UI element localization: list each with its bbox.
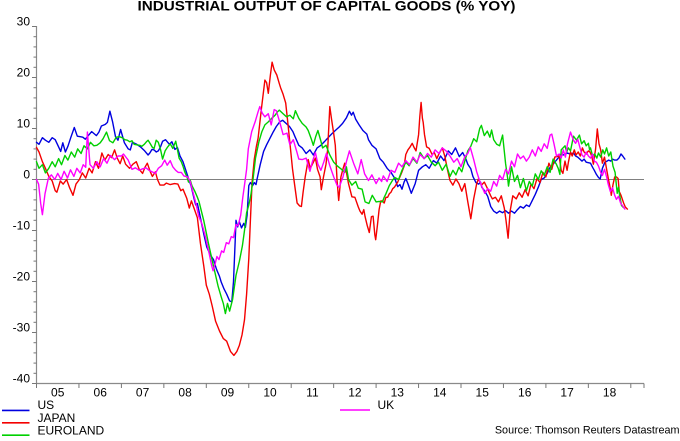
svg-text:17: 17: [560, 386, 574, 400]
svg-text:-10: -10: [13, 219, 31, 233]
svg-text:-40: -40: [13, 372, 31, 386]
svg-text:UK: UK: [378, 398, 395, 412]
svg-text:EUROLAND: EUROLAND: [38, 423, 105, 436]
svg-text:14: 14: [433, 386, 447, 400]
svg-text:15: 15: [476, 386, 490, 400]
svg-text:JAPAN: JAPAN: [38, 411, 76, 425]
svg-text:10: 10: [17, 117, 31, 131]
svg-text:13: 13: [391, 386, 405, 400]
svg-text:Source: Thomson Reuters Datast: Source: Thomson Reuters Datastream: [495, 425, 680, 437]
svg-text:10: 10: [263, 386, 277, 400]
svg-text:20: 20: [17, 66, 31, 80]
svg-text:11: 11: [306, 386, 319, 400]
svg-text:-30: -30: [13, 321, 31, 335]
svg-text:08: 08: [178, 386, 192, 400]
svg-text:18: 18: [603, 386, 617, 400]
svg-text:0: 0: [23, 168, 30, 182]
svg-text:12: 12: [348, 386, 362, 400]
svg-text:16: 16: [518, 386, 532, 400]
svg-text:INDUSTRIAL OUTPUT OF CAPITAL G: INDUSTRIAL OUTPUT OF CAPITAL GOODS (% YO…: [138, 0, 516, 14]
svg-text:07: 07: [136, 386, 150, 400]
svg-text:06: 06: [94, 386, 108, 400]
svg-text:30: 30: [17, 15, 31, 29]
svg-text:09: 09: [221, 386, 235, 400]
svg-text:US: US: [38, 398, 55, 412]
svg-text:-20: -20: [13, 270, 31, 284]
svg-text:05: 05: [51, 386, 65, 400]
